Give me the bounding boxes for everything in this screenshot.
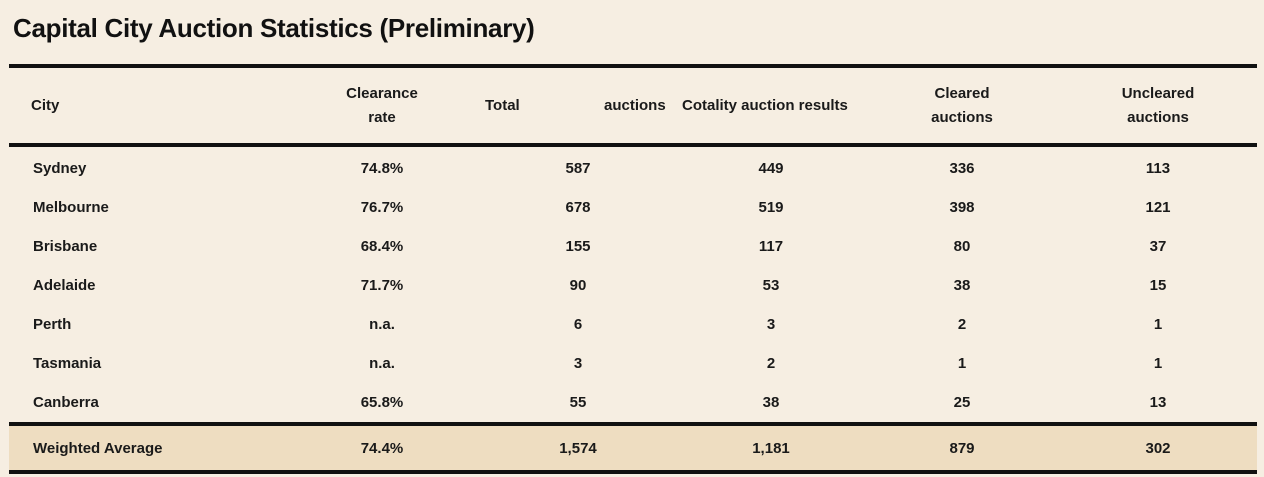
cell-uncleared: 113 — [1145, 160, 1171, 177]
table-row: Adelaide 71.7% 90 53 38 15 — [9, 266, 1257, 305]
cell-cleared: 1 — [957, 355, 967, 372]
cell-uncleared: 15 — [1149, 277, 1167, 294]
cell-city: Perth — [33, 316, 72, 333]
table-row: Sydney 74.8% 587 449 336 113 — [9, 149, 1257, 188]
cell-clearance-rate: 76.7% — [360, 199, 404, 216]
table-row: Perth n.a. 6 3 2 1 — [9, 305, 1257, 344]
cell-uncleared: 1 — [1153, 355, 1163, 372]
page-title: Capital City Auction Statistics (Prelimi… — [13, 13, 535, 43]
cell-city: Adelaide — [33, 277, 96, 294]
header-total: Total — [485, 96, 520, 114]
cell-total: 587 — [565, 160, 591, 177]
header-uncleared-line2: auctions — [1127, 108, 1189, 126]
header-uncleared-auctions: Uncleared auctions — [1108, 68, 1208, 143]
header-cleared-auctions: Cleared auctions — [912, 68, 1012, 143]
cell-total: 55 — [569, 394, 587, 411]
average-top-rule — [9, 422, 1257, 426]
cell-total: 90 — [569, 277, 587, 294]
header-clearance-rate: Clearance rate — [332, 68, 432, 143]
cell-city: Sydney — [33, 160, 87, 177]
cell-clearance-rate: 68.4% — [360, 238, 404, 255]
cell-cleared: 38 — [953, 277, 971, 294]
cell-city: Melbourne — [33, 199, 109, 216]
cell-clearance-rate: n.a. — [369, 355, 395, 372]
cell-cleared: 25 — [953, 394, 971, 411]
cell-uncleared: 121 — [1145, 199, 1171, 216]
cell-uncleared: 13 — [1149, 394, 1167, 411]
cell-cleared: 398 — [949, 199, 975, 216]
table-top-rule — [9, 64, 1257, 68]
cell-results: 3 — [766, 316, 776, 333]
cell-results: 449 — [758, 160, 784, 177]
header-clearance-line2: rate — [368, 108, 396, 126]
header-cleared-line2: auctions — [931, 108, 993, 126]
cell-city: Tasmania — [33, 355, 102, 372]
cell-clearance-rate: 74.8% — [360, 160, 404, 177]
cell-city: Brisbane — [33, 238, 98, 255]
cell-total: 678 — [565, 199, 591, 216]
cell-total: 155 — [565, 238, 591, 255]
cell-uncleared: 1 — [1153, 316, 1163, 333]
header-city: City — [31, 96, 60, 114]
header-bottom-rule — [9, 143, 1257, 147]
cell-cleared: 2 — [957, 316, 967, 333]
avg-uncleared: 302 — [1145, 439, 1171, 457]
table-row: Melbourne 76.7% 678 519 398 121 — [9, 188, 1257, 227]
table-row: Canberra 65.8% 55 38 25 13 — [9, 383, 1257, 422]
cell-clearance-rate: 65.8% — [360, 394, 404, 411]
avg-total: 1,574 — [559, 439, 597, 457]
avg-city: Weighted Average — [33, 439, 163, 457]
header-cleared-line1: Cleared — [934, 84, 990, 102]
cell-city: Canberra — [33, 394, 99, 411]
cell-total: 3 — [573, 355, 583, 372]
cell-results: 53 — [762, 277, 780, 294]
header-auctions: auctions — [604, 96, 666, 114]
cell-results: 38 — [762, 394, 780, 411]
header-auction-results: Cotality auction results — [682, 96, 848, 114]
table-row: Brisbane 68.4% 155 117 80 37 — [9, 227, 1257, 266]
cell-total: 6 — [573, 316, 583, 333]
auction-stats-table: City Clearance rate Total auctions Cotal… — [9, 64, 1257, 474]
cell-results: 117 — [758, 238, 784, 255]
cell-cleared: 80 — [953, 238, 971, 255]
table-body: Sydney 74.8% 587 449 336 113 Melbourne 7… — [9, 147, 1257, 422]
cell-results: 2 — [766, 355, 776, 372]
avg-clearance-rate: 74.4% — [360, 439, 404, 457]
weighted-average-row: Weighted Average 74.4% 1,574 1,181 879 3… — [9, 426, 1257, 470]
cell-uncleared: 37 — [1149, 238, 1167, 255]
table-header-row: City Clearance rate Total auctions Cotal… — [9, 68, 1257, 143]
cell-clearance-rate: 71.7% — [360, 277, 404, 294]
cell-results: 519 — [758, 199, 784, 216]
table-row: Tasmania n.a. 3 2 1 1 — [9, 344, 1257, 383]
header-clearance-line1: Clearance — [346, 84, 418, 102]
avg-results: 1,181 — [752, 439, 790, 457]
cell-cleared: 336 — [949, 160, 975, 177]
cell-clearance-rate: n.a. — [369, 316, 395, 333]
header-uncleared-line1: Uncleared — [1121, 84, 1195, 102]
avg-cleared: 879 — [949, 439, 975, 457]
table-bottom-rule — [9, 470, 1257, 474]
